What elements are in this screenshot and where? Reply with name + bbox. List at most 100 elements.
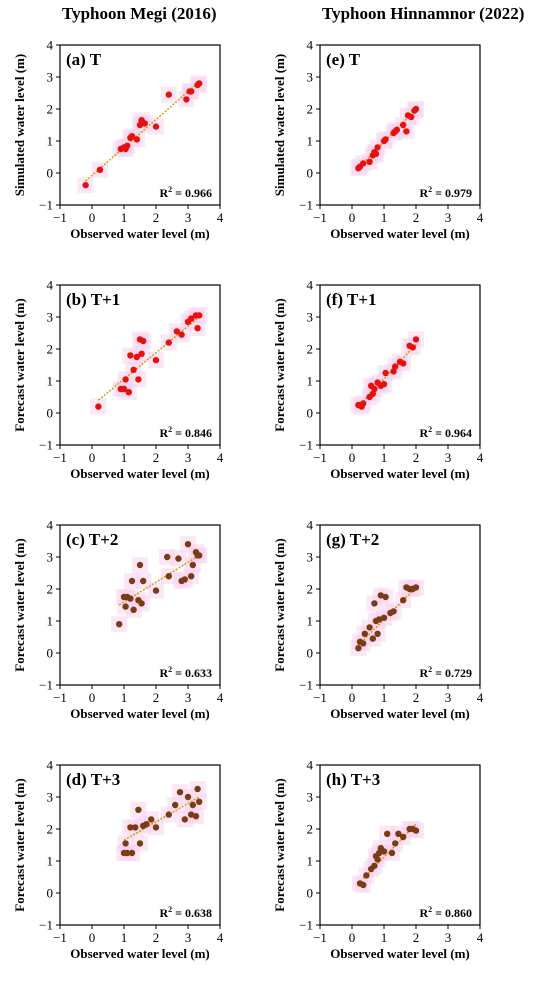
- data-point: [371, 862, 378, 869]
- data-point: [127, 824, 134, 831]
- plot-frame: [59, 284, 221, 446]
- fit-line: [362, 823, 417, 880]
- data-point: [122, 603, 129, 610]
- r-squared-label: R2 = 0.964: [419, 425, 472, 440]
- data-point: [400, 121, 407, 129]
- data-point: [412, 105, 420, 113]
- data-point: [360, 400, 367, 407]
- x-tick-label: 0: [349, 450, 356, 465]
- y-tick-label: 2: [307, 582, 314, 597]
- y-tick-label: 1: [307, 614, 314, 629]
- y-tick-label: 3: [47, 790, 54, 805]
- data-point: [165, 811, 172, 818]
- data-point: [184, 541, 192, 548]
- plot-frame: [59, 524, 221, 686]
- data-point: [380, 848, 388, 855]
- y-tick-label: 3: [47, 310, 54, 325]
- x-tick-label: 4: [477, 450, 484, 465]
- y-tick-label: 4: [307, 278, 314, 293]
- data-point: [140, 577, 147, 585]
- data-point: [164, 553, 171, 561]
- y-tick-label: 3: [307, 550, 314, 565]
- y-tick-label: 0: [307, 646, 314, 661]
- r-squared-label: R2 = 0.860: [419, 905, 472, 920]
- plot-frame: [319, 44, 481, 206]
- y-tick-label: −1: [299, 678, 313, 693]
- data-point: [188, 88, 195, 95]
- data-point: [409, 344, 416, 351]
- y-tick-label: 4: [307, 38, 314, 53]
- panel-label: (d) T+3: [66, 770, 120, 789]
- data-point: [412, 336, 420, 343]
- data-point: [188, 573, 195, 580]
- y-tick-label: −1: [299, 198, 313, 213]
- chart-panel-5: −1 0 1 2 3 4 −1 0 1 2 3 4 (e) T R2 = 0.979 Observed wa…: [272, 38, 484, 242]
- x-tick-label: 2: [413, 690, 420, 705]
- data-point: [196, 80, 203, 87]
- data-point: [376, 616, 383, 623]
- data-point: [136, 561, 144, 569]
- x-tick-label: 4: [477, 690, 484, 705]
- data-point: [181, 576, 188, 583]
- y-tick-label: 0: [47, 166, 54, 181]
- x-tick-label: −1: [313, 930, 327, 945]
- data-point: [366, 158, 373, 165]
- data-point: [380, 614, 388, 621]
- data-point: [128, 133, 136, 140]
- x-tick-label: 3: [445, 930, 452, 945]
- y-tick-label: 4: [307, 758, 314, 773]
- y-tick-label: 0: [47, 886, 54, 901]
- data-point: [360, 640, 367, 647]
- data-point: [152, 587, 160, 594]
- x-tick-label: −1: [313, 450, 327, 465]
- x-tick-label: 2: [153, 690, 160, 705]
- plot-frame: [319, 284, 481, 446]
- x-tick-label: 1: [121, 930, 128, 945]
- x-tick-label: 3: [185, 450, 192, 465]
- data-point: [138, 600, 145, 607]
- data-point: [400, 360, 407, 367]
- y-tick-label: 0: [47, 406, 54, 421]
- x-tick-label: 0: [349, 690, 356, 705]
- r-squared-label: R2 = 0.729: [419, 665, 472, 680]
- x-tick-label: 1: [381, 210, 388, 225]
- x-tick-label: 2: [413, 210, 420, 225]
- column-title-hinnamnor: Typhoon Hinnamnor (2022): [322, 4, 525, 23]
- y-axis-label: Forecast water level (m): [272, 538, 287, 671]
- data-point: [192, 813, 200, 820]
- data-point: [130, 606, 137, 613]
- data-point: [371, 385, 378, 393]
- data-point: [374, 144, 381, 151]
- fit-line: [123, 796, 200, 841]
- data-point: [194, 325, 201, 332]
- x-tick-label: 3: [445, 210, 452, 225]
- x-tick-label: 4: [477, 930, 484, 945]
- data-point: [400, 597, 407, 604]
- x-tick-label: 4: [217, 210, 224, 225]
- data-point: [355, 645, 362, 652]
- data-point: [361, 630, 368, 637]
- data-point: [189, 801, 196, 809]
- data-point: [372, 150, 380, 157]
- fit-line: [85, 81, 200, 182]
- data-point: [136, 840, 144, 847]
- data-point: [138, 350, 145, 357]
- x-tick-label: 2: [153, 450, 160, 465]
- panel-label: (g) T+2: [326, 530, 379, 549]
- x-tick-label: 3: [185, 930, 192, 945]
- y-axis-label: Simulated water level (m): [272, 54, 287, 196]
- y-tick-label: 2: [307, 102, 314, 117]
- data-point: [183, 96, 190, 103]
- y-tick-label: −1: [39, 438, 53, 453]
- plot-frame: [319, 524, 481, 686]
- y-axis-label: Forecast water level (m): [12, 538, 27, 671]
- x-tick-label: 1: [381, 450, 388, 465]
- y-tick-label: 4: [47, 38, 54, 53]
- x-axis-label: Observed water level (m): [330, 466, 469, 481]
- x-tick-label: 3: [445, 690, 452, 705]
- data-point: [125, 389, 132, 396]
- x-axis-label: Observed water level (m): [70, 226, 209, 241]
- data-point: [135, 806, 142, 813]
- data-point: [122, 376, 129, 383]
- y-tick-label: 2: [47, 582, 54, 597]
